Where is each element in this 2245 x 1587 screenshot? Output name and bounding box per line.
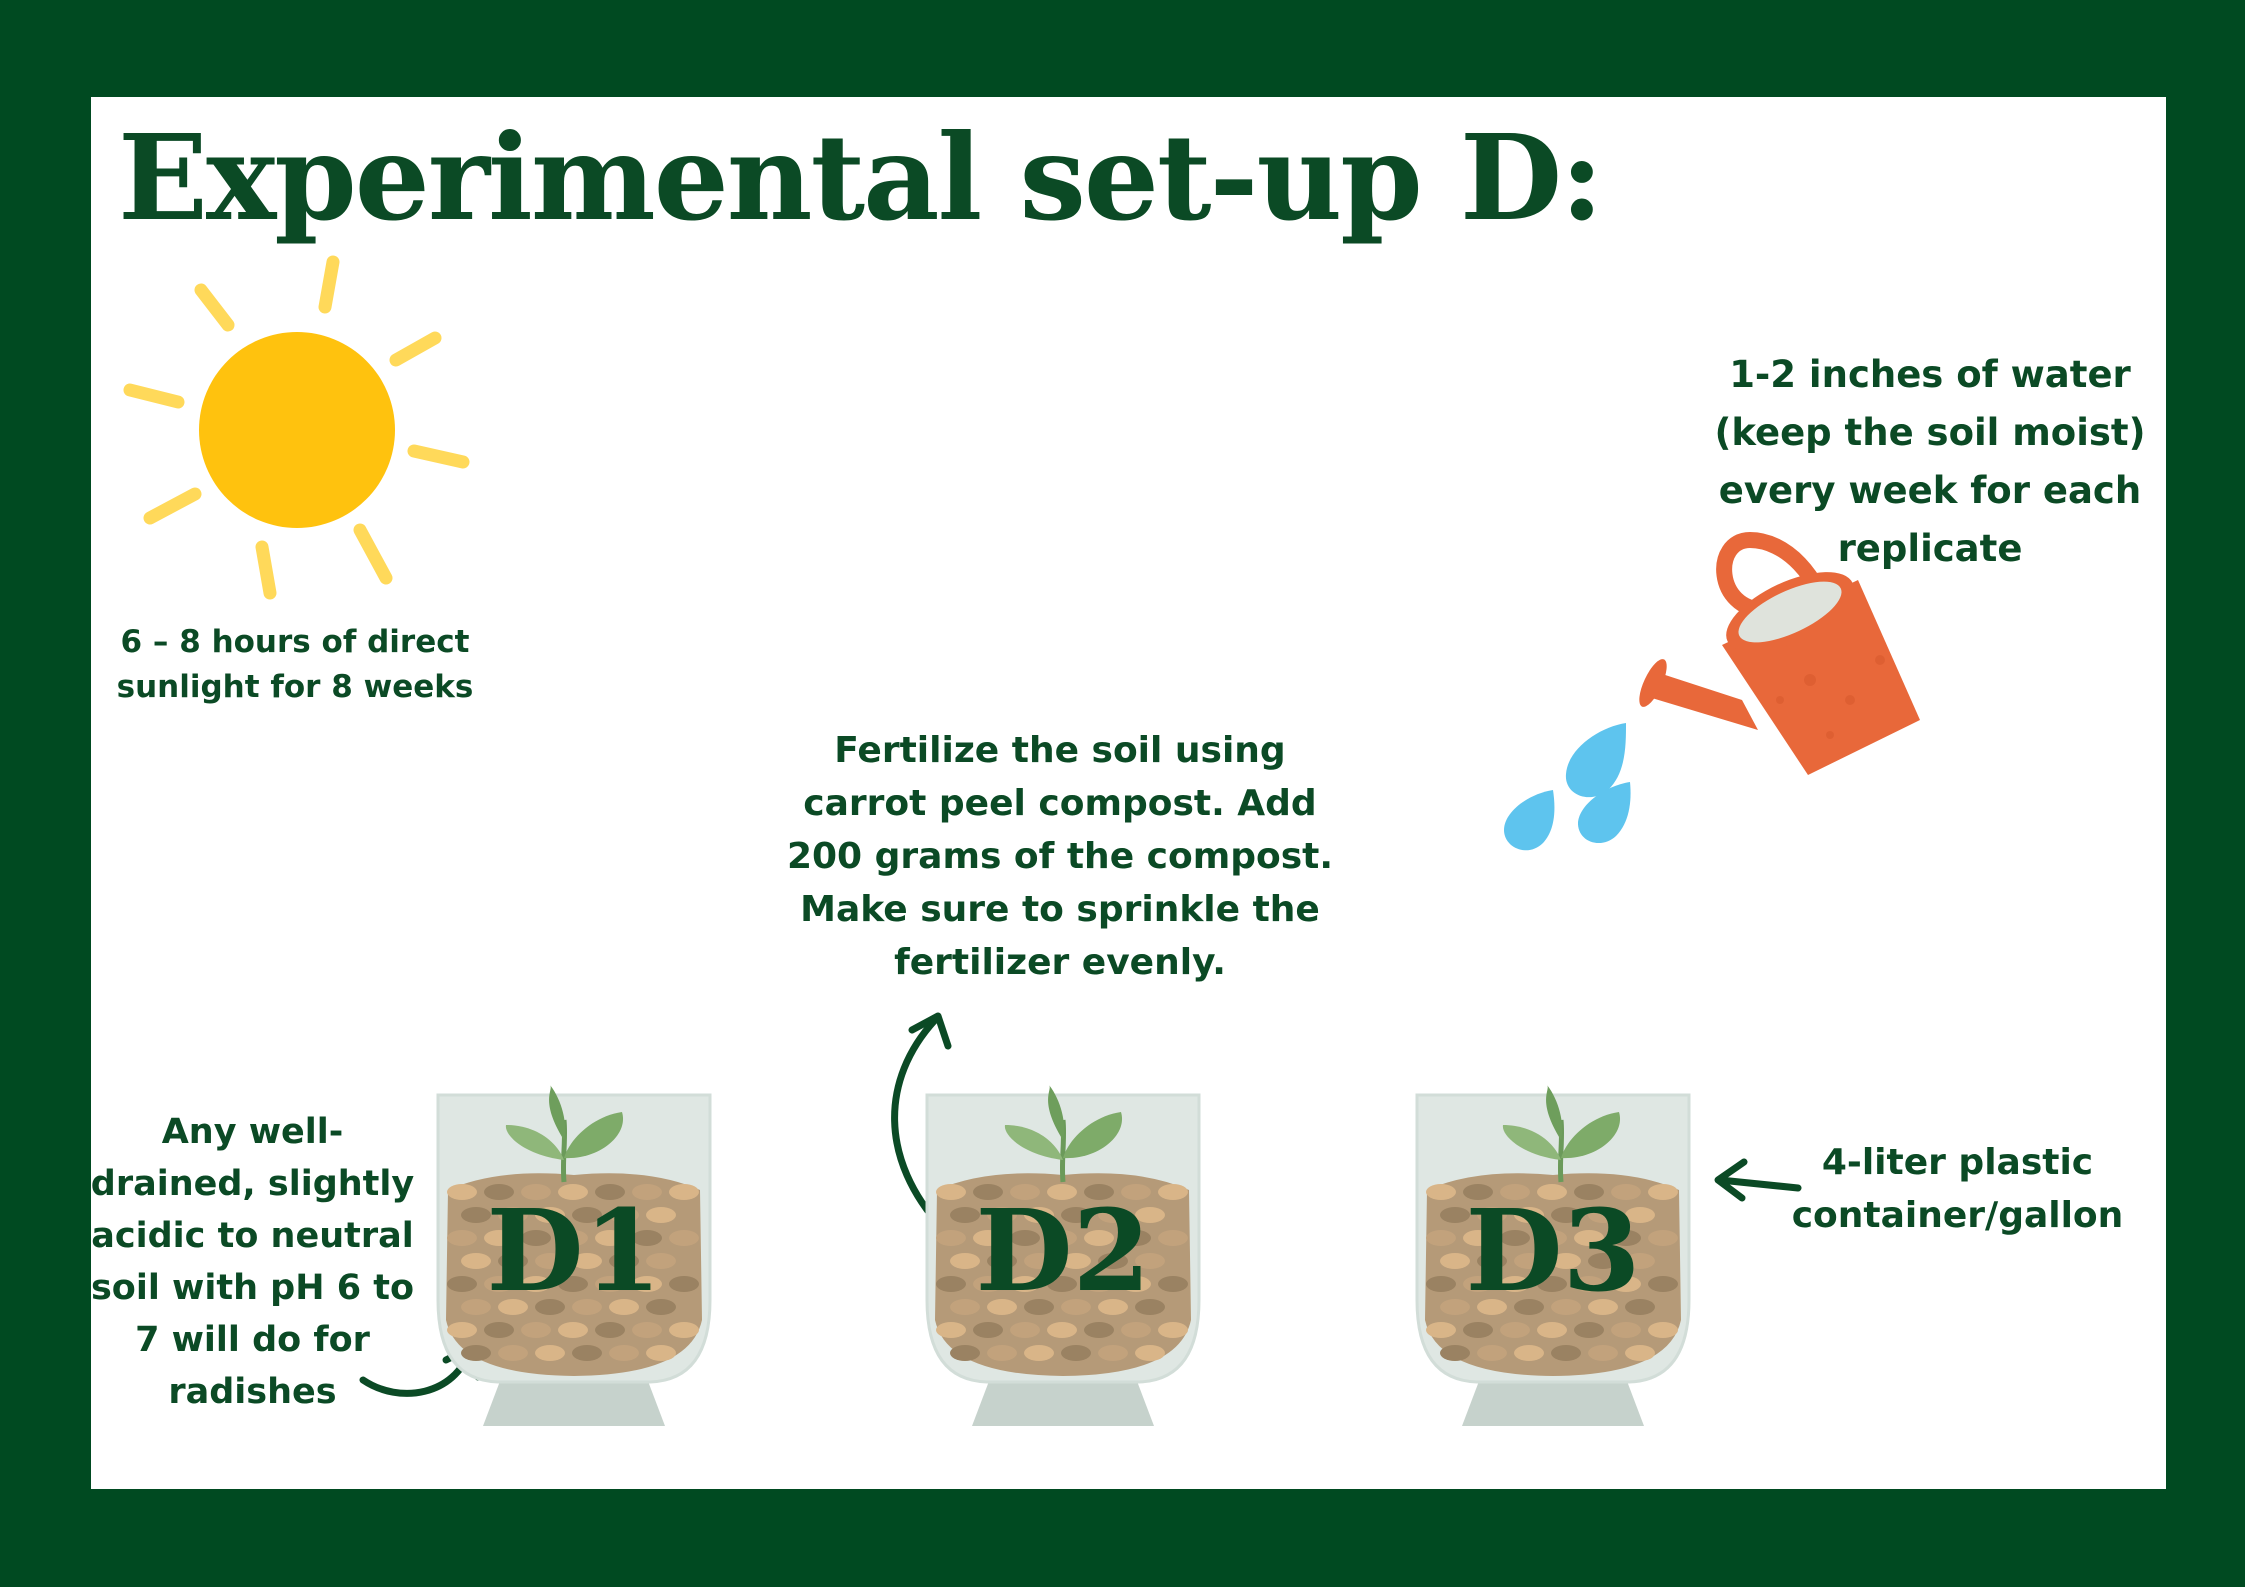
page-title: Experimental set-up D:	[118, 108, 1604, 247]
pot-group: D1 D2 D3	[436, 1085, 1691, 1426]
sunlight-caption: 6 – 8 hours of direct sunlight for 8 wee…	[116, 624, 474, 705]
pot-label: D2	[975, 1186, 1150, 1317]
watering-can-icon	[1639, 531, 1920, 775]
water-drop-icon	[1504, 723, 1631, 851]
fertilizer-arrow-icon	[891, 1012, 952, 1232]
fertilizer-caption: Fertilize the soil using carrot peel com…	[786, 730, 1334, 983]
pot-d2: D2	[925, 1085, 1201, 1426]
pot-label: D3	[1465, 1186, 1640, 1317]
pot-d1: D1	[436, 1085, 712, 1426]
pot-d3: D3	[1415, 1085, 1691, 1426]
container-caption: 4-liter plastic container/gallon	[1791, 1142, 2124, 1236]
pot-label: D1	[486, 1186, 661, 1317]
soil-caption: Any well- drained, slightly acidic to ne…	[90, 1112, 415, 1412]
sun-icon	[123, 255, 470, 600]
watering-caption: 1-2 inches of water (keep the soil moist…	[1714, 353, 2146, 570]
container-arrow-icon	[1714, 1158, 1802, 1202]
